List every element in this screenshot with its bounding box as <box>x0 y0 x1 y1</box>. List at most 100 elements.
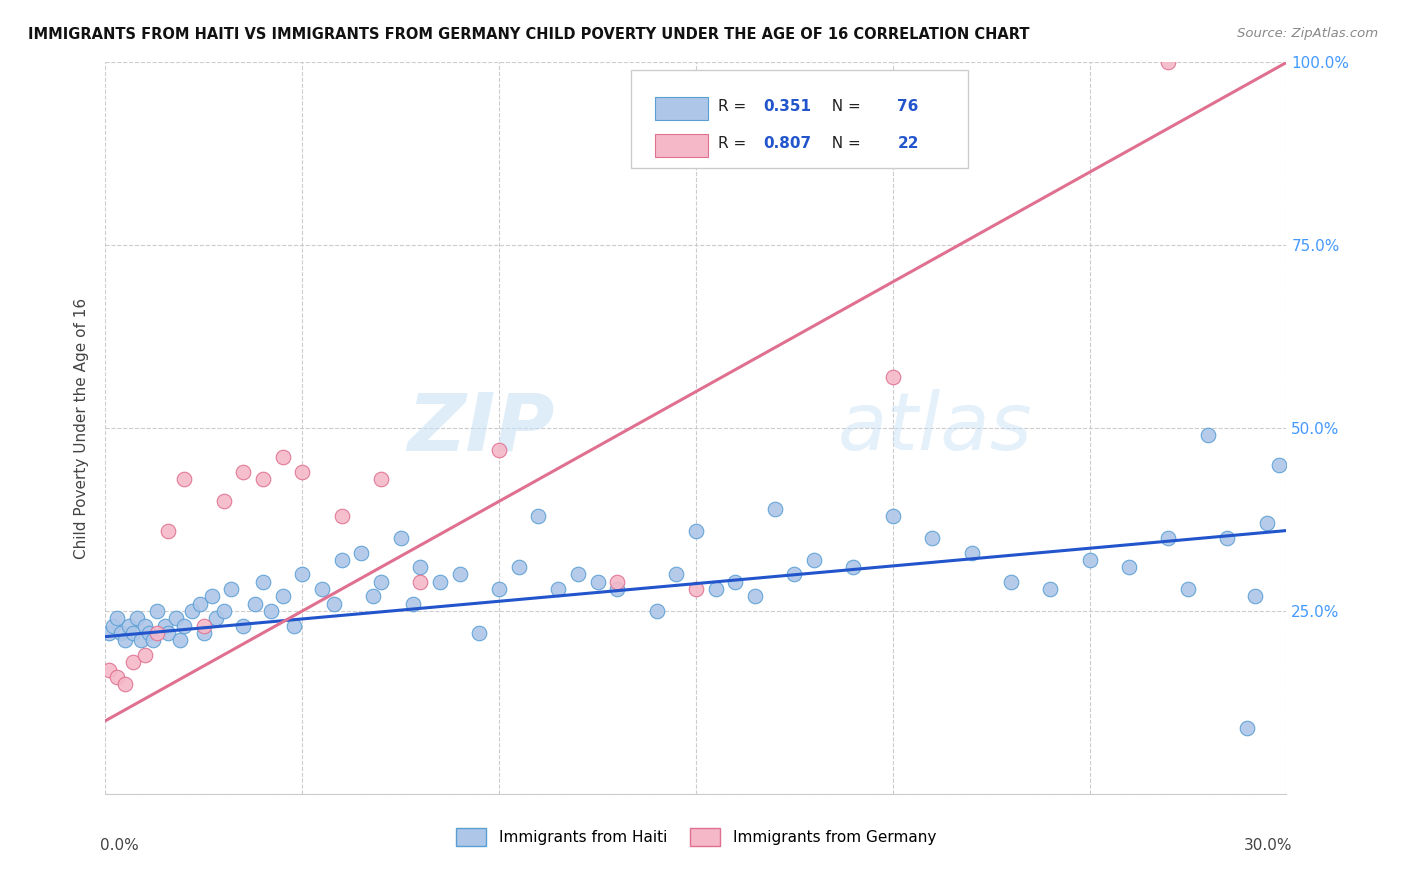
Point <box>606 582 628 596</box>
Point <box>103 618 125 632</box>
Text: 22: 22 <box>897 136 920 152</box>
Point <box>370 472 392 486</box>
Point <box>173 472 195 486</box>
Text: 0.351: 0.351 <box>763 99 811 114</box>
Point <box>1039 582 1062 596</box>
Point <box>165 611 187 625</box>
Point <box>547 582 569 596</box>
Point <box>114 677 136 691</box>
FancyBboxPatch shape <box>631 70 967 169</box>
Point <box>283 618 305 632</box>
Text: atlas: atlas <box>838 389 1032 467</box>
Point <box>122 655 145 669</box>
Point <box>110 626 132 640</box>
Point <box>173 618 195 632</box>
Point <box>409 574 432 589</box>
Point <box>98 663 121 677</box>
Point <box>232 465 254 479</box>
Point <box>311 582 333 596</box>
Point <box>508 560 530 574</box>
FancyBboxPatch shape <box>655 134 709 157</box>
Text: ZIP: ZIP <box>406 389 554 467</box>
Point <box>105 670 128 684</box>
Point <box>125 611 148 625</box>
Text: 30.0%: 30.0% <box>1244 838 1292 853</box>
Point <box>181 604 204 618</box>
Point <box>724 574 747 589</box>
Point <box>271 590 294 604</box>
Point <box>401 597 423 611</box>
Point <box>567 567 589 582</box>
Point <box>252 574 274 589</box>
Text: 0.807: 0.807 <box>763 136 811 152</box>
Point <box>134 648 156 662</box>
Point <box>921 531 943 545</box>
Point <box>134 618 156 632</box>
Point <box>232 618 254 632</box>
Point <box>118 618 141 632</box>
Point <box>370 574 392 589</box>
Point <box>1244 590 1267 604</box>
Point <box>488 443 510 458</box>
Point <box>960 545 983 559</box>
Point <box>350 545 373 559</box>
Point <box>145 604 167 618</box>
Point <box>188 597 211 611</box>
Point <box>330 553 353 567</box>
Point <box>389 531 412 545</box>
Point <box>1256 516 1278 531</box>
Point <box>1177 582 1199 596</box>
Point <box>252 472 274 486</box>
Point <box>429 574 451 589</box>
Point <box>783 567 806 582</box>
Point <box>204 611 226 625</box>
Point <box>330 508 353 523</box>
Point <box>271 450 294 465</box>
Point <box>145 626 167 640</box>
Point <box>291 465 314 479</box>
Point <box>665 567 688 582</box>
Point <box>527 508 550 523</box>
Point <box>645 604 668 618</box>
Text: N =: N = <box>823 136 866 152</box>
FancyBboxPatch shape <box>655 97 709 120</box>
Point <box>586 574 609 589</box>
Point <box>1236 721 1258 735</box>
Point <box>882 508 904 523</box>
Text: 0.0%: 0.0% <box>100 838 138 853</box>
Point <box>763 501 786 516</box>
Point <box>1267 458 1289 472</box>
Point <box>322 597 344 611</box>
Point <box>1216 531 1239 545</box>
Point <box>193 626 215 640</box>
Text: R =: R = <box>718 99 751 114</box>
Point <box>685 524 707 538</box>
Point <box>744 590 766 604</box>
Point <box>685 582 707 596</box>
Point <box>105 611 128 625</box>
Point <box>212 494 235 508</box>
Text: IMMIGRANTS FROM HAITI VS IMMIGRANTS FROM GERMANY CHILD POVERTY UNDER THE AGE OF : IMMIGRANTS FROM HAITI VS IMMIGRANTS FROM… <box>28 27 1029 42</box>
Point <box>468 626 491 640</box>
Point <box>201 590 224 604</box>
Point <box>1157 55 1180 70</box>
Text: R =: R = <box>718 136 751 152</box>
Y-axis label: Child Poverty Under the Age of 16: Child Poverty Under the Age of 16 <box>75 298 90 558</box>
Point <box>157 524 180 538</box>
Point <box>606 574 628 589</box>
Point <box>138 626 160 640</box>
Point <box>98 626 121 640</box>
Point <box>1078 553 1101 567</box>
Point <box>212 604 235 618</box>
Point <box>1000 574 1022 589</box>
Point <box>122 626 145 640</box>
Point <box>488 582 510 596</box>
Point <box>291 567 314 582</box>
Point <box>882 370 904 384</box>
Text: Source: ZipAtlas.com: Source: ZipAtlas.com <box>1237 27 1378 40</box>
Point <box>114 633 136 648</box>
Point <box>449 567 471 582</box>
Text: N =: N = <box>823 99 866 114</box>
Point <box>842 560 865 574</box>
Point <box>1157 531 1180 545</box>
